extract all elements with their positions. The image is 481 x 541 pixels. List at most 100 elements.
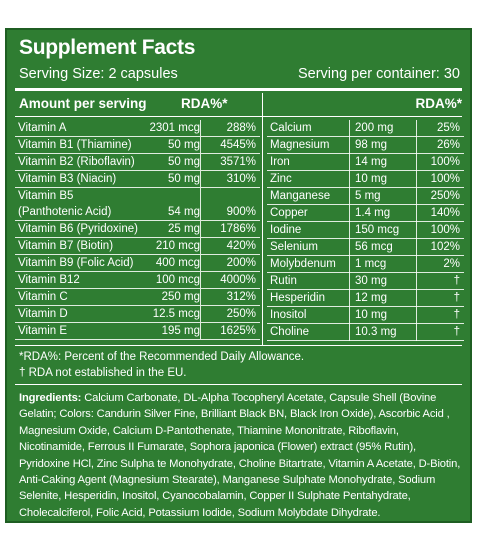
nutrient-name: Hesperidin (270, 292, 325, 304)
table-row: Vitamin B3 (Niacin) 50 mg 310% (15, 171, 260, 188)
nutrient-rda: 26% (436, 139, 460, 151)
nutrient-name: Vitamin B5 (18, 190, 74, 202)
footnote-divider (15, 384, 462, 385)
nutrient-amount: 250 mg (161, 291, 200, 303)
right-amount-divider (349, 120, 350, 341)
rda-header-left: RDA%* (181, 96, 228, 111)
nutrient-rda: 420% (226, 240, 256, 252)
table-row: Vitamin B5 (Panthotenic Acid) 54 mg 900% (15, 188, 260, 221)
nutrient-amount: 200 mg (355, 122, 394, 134)
nutrient-amount: 10 mg (355, 173, 387, 185)
panel-title: Supplement Facts (19, 36, 196, 59)
serving-size: Serving Size: 2 capsules (19, 66, 178, 82)
nutrient-name: Magnesium (270, 139, 330, 151)
nutrient-name: Vitamin B6 (Pyridoxine) (18, 223, 138, 235)
nutrient-rda: 100% (430, 224, 460, 236)
nutrient-name: Iron (270, 156, 290, 168)
table-row: Vitamin B12 100 mcg 4000% (15, 272, 260, 289)
nutrient-amount: 100 mcg (155, 274, 200, 286)
nutrient-rda: 310% (226, 173, 256, 185)
table-row: Vitamin B6 (Pyridoxine) 25 mg 1786% (15, 221, 260, 238)
nutrient-rda: 250% (226, 308, 256, 320)
nutrient-amount: 1 mcg (355, 258, 387, 270)
nutrient-rda: 1625% (220, 325, 256, 337)
table-row: Vitamin D 12.5 mcg 250% (15, 306, 260, 323)
right-rda-divider (416, 120, 417, 341)
nutrient-name: Vitamin B2 (Riboflavin) (18, 156, 135, 168)
table-row: Vitamin E 195 mg 1625% (15, 323, 260, 340)
table-row: Magnesium 98 mg 26% (267, 137, 464, 154)
nutrient-name: Vitamin B3 (Niacin) (18, 173, 117, 185)
nutrient-name: Rutin (270, 275, 297, 287)
nutrient-amount: 50 mg (168, 156, 200, 168)
nutrient-rda: 3571% (220, 156, 256, 168)
table-row: Vitamin B1 (Thiamine) 50 mg 4545% (15, 137, 260, 154)
nutrient-amount: 1.4 mg (355, 207, 391, 219)
nutrient-name: Vitamin E (18, 325, 68, 337)
nutrient-name: Vitamin C (18, 291, 68, 303)
nutrient-amount: 50 mg (168, 139, 200, 151)
nutrient-rda: 4545% (220, 139, 256, 151)
column-divider (262, 93, 263, 345)
nutrient-amount: 54 mg (168, 206, 200, 218)
nutrient-rda: 140% (430, 207, 460, 219)
nutrient-amount: 56 mcg (355, 241, 393, 253)
nutrient-name: Vitamin D (18, 308, 68, 320)
table-row: Vitamin B9 (Folic Acid) 400 mcg 200% (15, 255, 260, 272)
nutrient-rda: 250% (430, 190, 460, 202)
dagger-footnote: † RDA not established in the EU. (19, 367, 187, 379)
table-row: Hesperidin 12 mg † (267, 290, 464, 307)
table-row: Calcium 200 mg 25% (267, 120, 464, 137)
table-row: Choline 10.3 mg † (267, 324, 464, 341)
rda-footnote: *RDA%: Percent of the Recommended Daily … (19, 351, 305, 363)
nutrient-rda: † (453, 275, 460, 287)
nutrient-amount: 2301 mcg (149, 122, 200, 134)
nutrient-amount: 30 mg (355, 275, 387, 287)
nutrient-rda: 312% (226, 291, 256, 303)
nutrient-amount: 10.3 mg (355, 326, 397, 338)
table-row: Copper 1.4 mg 140% (267, 205, 464, 222)
nutrient-rda: 200% (226, 257, 256, 269)
nutrient-name: Copper (270, 207, 308, 219)
nutrient-name: Choline (270, 326, 309, 338)
nutrient-amount: 50 mg (168, 173, 200, 185)
table-row: Zinc 10 mg 100% (267, 171, 464, 188)
nutrient-amount: 12.5 mcg (152, 308, 200, 320)
nutrient-amount: 25 mg (168, 223, 200, 235)
header-divider (15, 116, 462, 117)
nutrient-amount: 5 mg (355, 190, 381, 202)
nutrient-rda: 100% (430, 156, 460, 168)
ingredients-text: Ingredients: Calcium Carbonate, DL-Alpha… (19, 390, 465, 521)
nutrient-rda: † (453, 326, 460, 338)
table-row: Selenium 56 mcg 102% (267, 239, 464, 256)
nutrient-amount: 150 mcg (355, 224, 400, 236)
nutrient-name: Calcium (270, 122, 312, 134)
nutrient-rda: 900% (226, 206, 256, 218)
table-row: Rutin 30 mg † (267, 273, 464, 290)
vitamins-table: Vitamin A 2301 mcg 288% Vitamin B1 (Thiami… (15, 120, 260, 340)
rda-header-right: RDA%* (415, 96, 462, 111)
nutrient-amount: 98 mg (355, 139, 387, 151)
nutrient-rda: 4000% (220, 274, 256, 286)
nutrient-name: Vitamin B9 (Folic Acid) (18, 257, 134, 269)
nutrient-name: Molybdenum (270, 258, 336, 270)
nutrient-rda: 25% (436, 122, 460, 134)
nutrient-amount: 12 mg (355, 292, 387, 304)
minerals-table: Calcium 200 mg 25% Magnesium 98 mg 26% Iron 1… (267, 120, 464, 341)
nutrient-name-line2: (Panthotenic Acid) (18, 206, 112, 218)
nutrient-rda: 100% (430, 173, 460, 185)
nutrient-amount: 195 mg (161, 325, 200, 337)
nutrient-name: Iodine (270, 224, 302, 236)
nutrient-amount: 400 mcg (155, 257, 200, 269)
nutrient-amount: 14 mg (355, 156, 387, 168)
nutrient-name: Manganese (270, 190, 331, 202)
nutrient-name: Vitamin B12 (18, 274, 80, 286)
table-row: Molybdenum 1 mcg 2% (267, 256, 464, 273)
amount-per-serving-header: Amount per serving (19, 96, 147, 111)
thick-divider (15, 88, 462, 91)
nutrient-rda: 288% (226, 122, 256, 134)
nutrient-amount: 10 mg (355, 309, 387, 321)
table-bottom-divider (15, 345, 462, 346)
ingredients-label: Ingredients: (19, 392, 82, 404)
table-row: Vitamin A 2301 mcg 288% (15, 120, 260, 137)
